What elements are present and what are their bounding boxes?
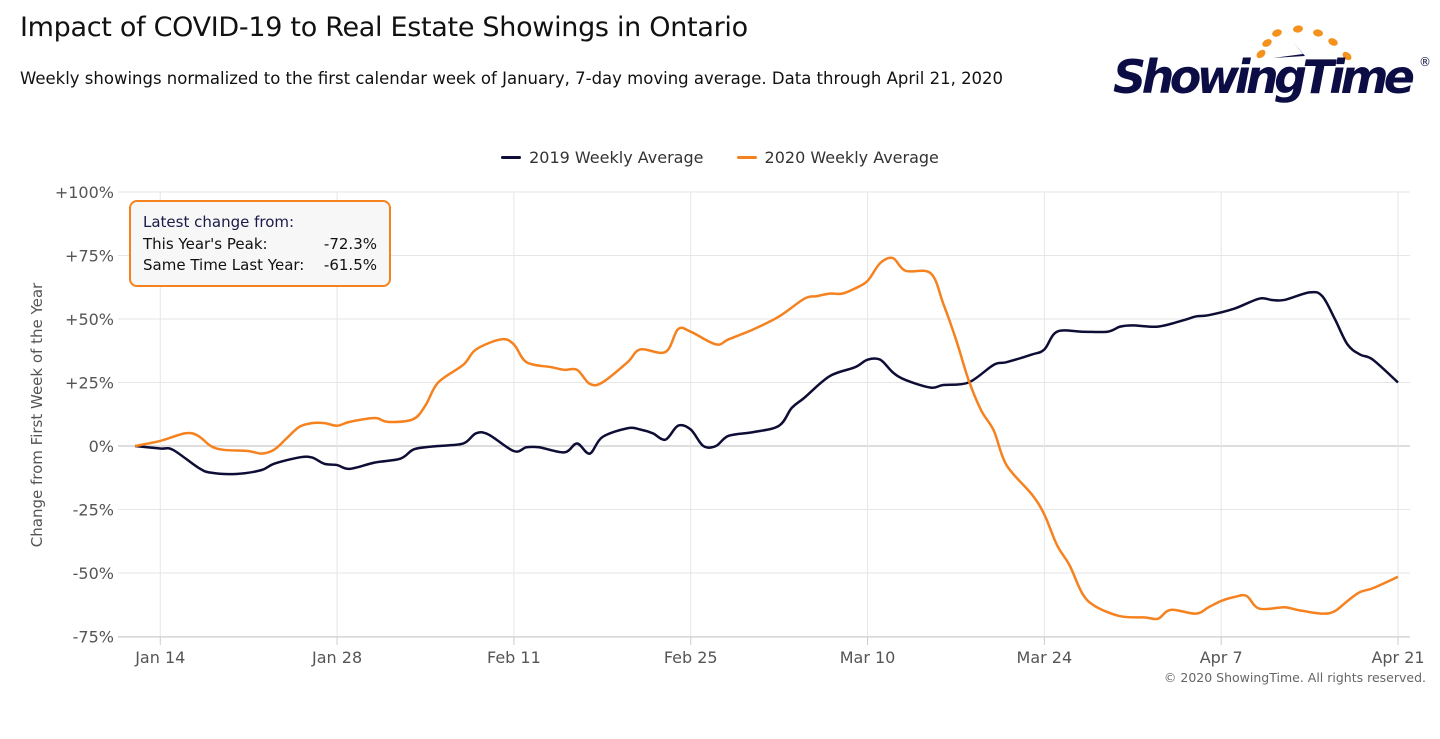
y-tick-label: +75% [65,247,114,266]
series-line-2019 [134,290,1399,476]
y-tick-label: +25% [65,374,114,393]
latest-change-heading: Latest change from: [143,213,295,231]
y-tick-label: -25% [73,501,114,520]
x-tick-label: Apr 7 [1200,648,1243,667]
legend-item-2020[interactable]: 2020 Weekly Average [736,148,939,167]
y-tick-label: +100% [55,183,114,202]
x-tick-label: Jan 28 [311,648,362,667]
x-tick-label: Feb 25 [664,648,718,667]
last-year-change-row: Same Time Last Year: -61.5% [143,255,377,276]
svg-text:ShowingTime: ShowingTime [1113,50,1414,104]
last-year-change-label: Same Time Last Year: [143,256,305,274]
y-axis-label: Change from First Week of the Year [28,282,46,547]
last-year-change-value: -61.5% [323,256,377,274]
y-tick-label: +50% [65,310,114,329]
legend-label: 2019 Weekly Average [529,148,704,167]
legend-label: 2020 Weekly Average [764,148,939,167]
y-tick-label: 0% [89,437,114,456]
y-tick-label: -50% [73,564,114,583]
peak-change-value: -72.3% [323,235,377,253]
chart-subtitle: Weekly showings normalized to the first … [20,69,1004,88]
series-line-2020 [134,256,1399,621]
y-tick-label: -75% [73,628,114,647]
x-tick-label: Apr 21 [1371,648,1424,667]
legend-swatch [736,156,757,159]
peak-change-label: This Year's Peak: [143,235,268,253]
legend-item-2019[interactable]: 2019 Weekly Average [501,148,703,167]
latest-change-box: Latest change from: This Year's Peak: -72… [129,200,391,287]
svg-text:®: ® [1419,55,1431,69]
copyright: © 2020 ShowingTime. All rights reserved. [1163,670,1426,685]
x-tick-label: Mar 10 [840,648,896,667]
chart-title: Impact of COVID-19 to Real Estate Showin… [20,12,748,43]
showingtime-logo: ShowingTime ® [1113,25,1431,104]
x-tick-label: Feb 11 [487,648,541,667]
x-tick-label: Mar 24 [1017,648,1073,667]
legend: 2019 Weekly Average 2020 Weekly Average [0,144,1440,167]
peak-change-row: This Year's Peak: -72.3% [143,234,377,255]
x-tick-label: Jan 14 [134,648,185,667]
legend-swatch [501,156,522,159]
